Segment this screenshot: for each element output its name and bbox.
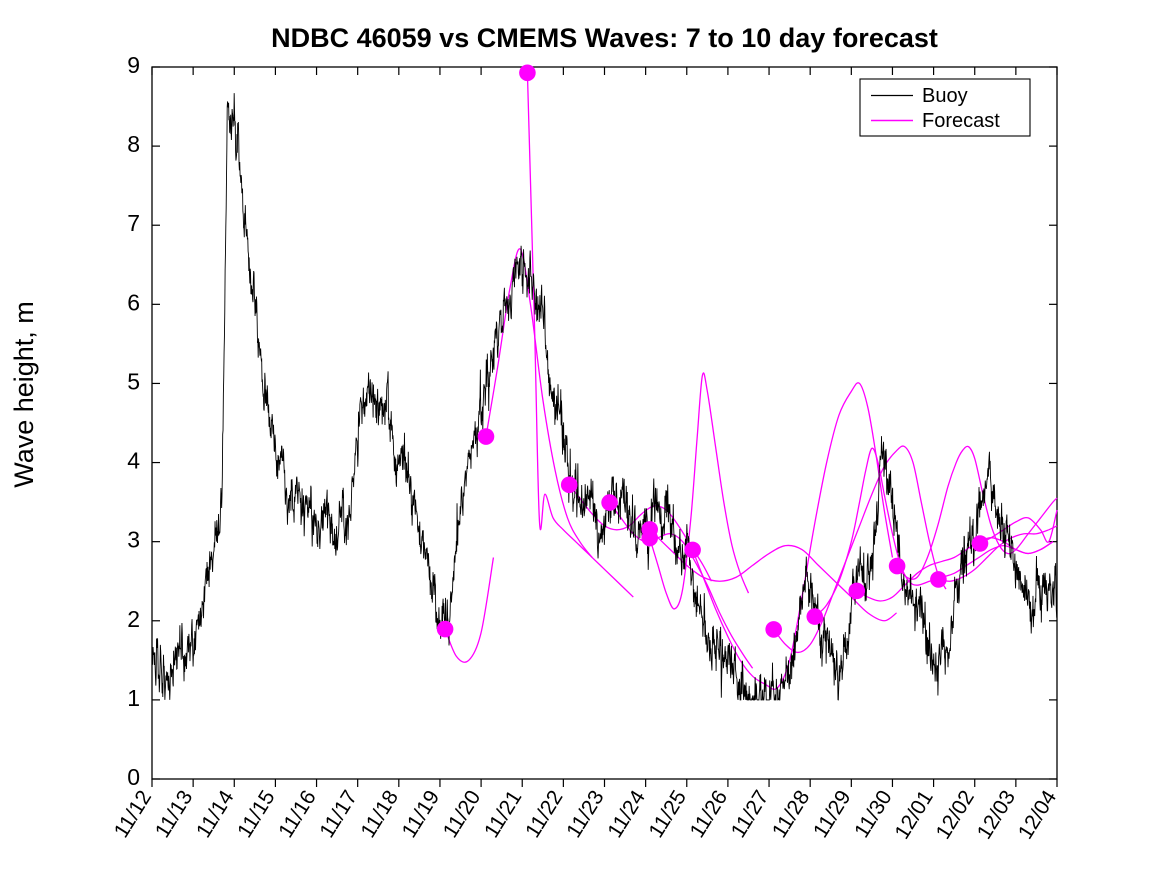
- svg-text:9: 9: [127, 52, 140, 78]
- svg-text:0: 0: [127, 764, 140, 790]
- svg-text:Buoy: Buoy: [922, 85, 968, 107]
- svg-text:8: 8: [127, 131, 140, 157]
- svg-text:Wave height, m: Wave height, m: [9, 301, 39, 488]
- svg-text:3: 3: [127, 527, 140, 553]
- svg-text:NDBC 46059 vs CMEMS Waves: 7 t: NDBC 46059 vs CMEMS Waves: 7 to 10 day f…: [271, 23, 938, 53]
- svg-text:4: 4: [127, 448, 140, 474]
- svg-text:Forecast: Forecast: [922, 110, 1000, 132]
- svg-text:2: 2: [127, 606, 140, 632]
- svg-text:5: 5: [127, 368, 140, 394]
- svg-text:6: 6: [127, 289, 140, 315]
- svg-text:1: 1: [127, 685, 140, 711]
- svg-text:7: 7: [127, 210, 140, 236]
